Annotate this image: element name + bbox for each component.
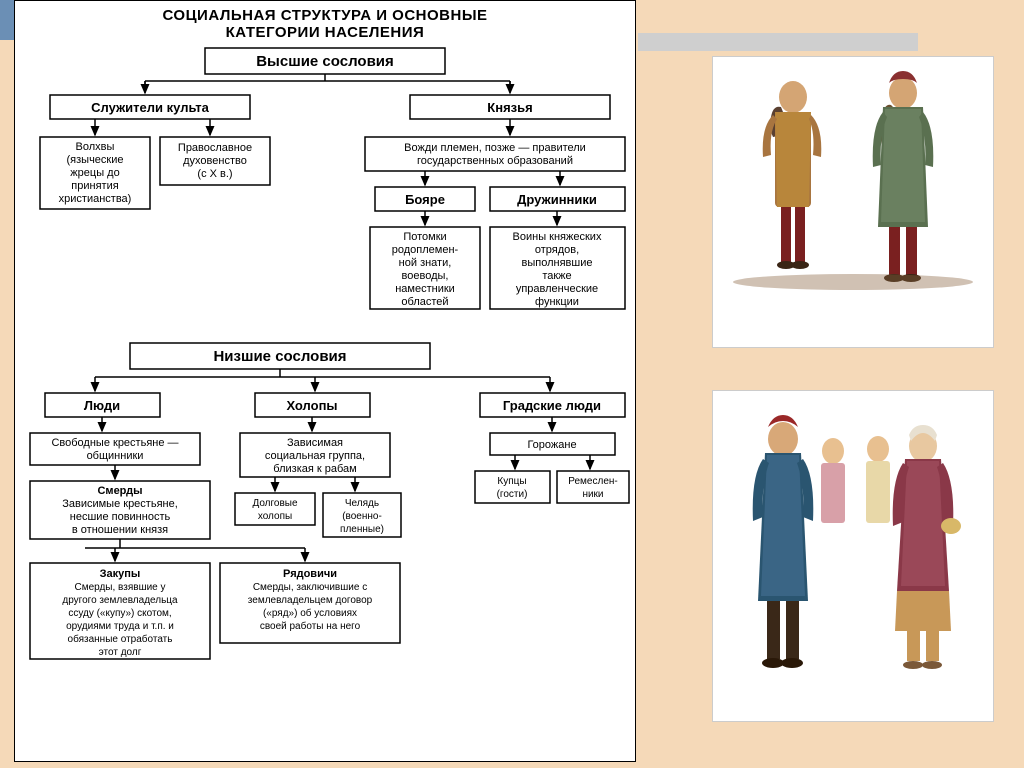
- svg-text:Рядовичи: Рядовичи: [283, 568, 337, 580]
- svg-text:в отношении князя: в отношении князя: [72, 524, 168, 536]
- svg-text:пленные): пленные): [340, 524, 384, 535]
- title-line-1: СОЦИАЛЬНАЯ СТРУКТУРА И ОСНОВНЫЕ: [162, 7, 487, 24]
- node-sluzhiteli: Служители культа: [91, 100, 210, 115]
- svg-text:отрядов,: отрядов,: [535, 244, 579, 256]
- svg-text:близкая к рабам: близкая к рабам: [273, 463, 356, 475]
- shadow-strip: [638, 33, 918, 51]
- svg-text:Зависимая: Зависимая: [287, 437, 343, 449]
- svg-text:холопы: холопы: [258, 511, 292, 522]
- svg-text:государственных образований: государственных образований: [417, 155, 573, 167]
- svg-text:Долговые: Долговые: [252, 498, 298, 509]
- title-line-2: КАТЕГОРИИ НАСЕЛЕНИЯ: [226, 24, 425, 41]
- svg-text:Закупы: Закупы: [100, 568, 141, 580]
- svg-text:землевладельцем договор: землевладельцем договор: [248, 595, 373, 606]
- svg-text:христианства): христианства): [59, 193, 132, 205]
- svg-text:воеводы,: воеводы,: [402, 270, 449, 282]
- svg-text:Дружинники: Дружинники: [517, 192, 597, 207]
- svg-text:обязанные отработать: обязанные отработать: [68, 633, 173, 645]
- svg-text:(языческие: (языческие: [67, 154, 124, 166]
- svg-text:этот долг: этот долг: [99, 647, 142, 658]
- svg-text:Горожане: Горожане: [527, 439, 576, 451]
- svg-text:орудиями труда и т.п. и: орудиями труда и т.п. и: [66, 621, 174, 632]
- svg-text:Потомки: Потомки: [403, 231, 446, 243]
- svg-text:Люди: Люди: [84, 398, 120, 413]
- diagram-title: СОЦИАЛЬНАЯ СТРУКТУРА И ОСНОВНЫЕ КАТЕГОРИ…: [15, 1, 635, 43]
- svg-text:принятия: принятия: [71, 180, 118, 192]
- node-knyazya: Князья: [487, 100, 532, 115]
- svg-text:Ремеслен-: Ремеслен-: [568, 476, 617, 487]
- svg-text:также: также: [542, 270, 571, 282]
- svg-text:Градские люди: Градские люди: [503, 398, 601, 413]
- svg-text:Низшие сословия: Низшие сословия: [213, 348, 346, 365]
- svg-text:функции: функции: [535, 296, 579, 308]
- svg-text:жрецы до: жрецы до: [70, 167, 119, 179]
- svg-text:Холопы: Холопы: [286, 398, 337, 413]
- illustration-nobles: [712, 56, 994, 348]
- svg-text:Купцы: Купцы: [497, 476, 526, 487]
- svg-text:(военно-: (военно-: [342, 511, 382, 522]
- svg-text:Воины княжеских: Воины княжеских: [513, 231, 602, 243]
- svg-text:родоплемен-: родоплемен-: [392, 244, 459, 256]
- svg-text:Смерды: Смерды: [97, 485, 142, 497]
- svg-text:Свободные крестьяне —: Свободные крестьяне —: [51, 437, 178, 449]
- svg-text:несшие повинность: несшие повинность: [70, 511, 171, 523]
- svg-text:ссуду («купу») скотом,: ссуду («купу») скотом,: [68, 608, 171, 619]
- flowchart: Высшие сословия Служители культа Князья …: [15, 43, 635, 763]
- svg-text:Вожди племен, позже — правител: Вожди племен, позже — правители: [404, 142, 586, 154]
- svg-text:(«ряд») об условиях: («ряд») об условиях: [263, 607, 357, 619]
- svg-text:Смерды, заключившие с: Смерды, заключившие с: [253, 582, 367, 593]
- svg-text:Смерды, взявшие у: Смерды, взявшие у: [74, 582, 165, 593]
- svg-text:управленческие: управленческие: [516, 283, 598, 295]
- node-volkhvy-0: Волхвы: [76, 141, 115, 153]
- svg-text:общинники: общинники: [87, 450, 144, 462]
- svg-text:другого землевладельца: другого землевладельца: [62, 595, 178, 606]
- svg-text:социальная группа,: социальная группа,: [265, 450, 365, 462]
- node-top: Высшие сословия: [256, 53, 394, 70]
- svg-text:ной знати,: ной знати,: [399, 257, 452, 269]
- svg-text:Челядь: Челядь: [345, 498, 379, 509]
- svg-text:(с X в.): (с X в.): [197, 168, 232, 180]
- illustration-commoners: [712, 390, 994, 722]
- svg-text:наместники: наместники: [395, 283, 455, 295]
- svg-text:выполнявшие: выполнявшие: [522, 257, 593, 269]
- svg-text:областей: областей: [401, 296, 448, 308]
- svg-text:духовенство: духовенство: [183, 155, 247, 167]
- diagram-panel: СОЦИАЛЬНАЯ СТРУКТУРА И ОСНОВНЫЕ КАТЕГОРИ…: [14, 0, 636, 762]
- svg-text:(гости): (гости): [497, 489, 528, 500]
- svg-text:Зависимые крестьяне,: Зависимые крестьяне,: [62, 498, 178, 510]
- svg-text:своей работы на него: своей работы на него: [260, 620, 361, 632]
- svg-text:ники: ники: [582, 489, 603, 500]
- svg-text:Православное: Православное: [178, 142, 252, 154]
- svg-text:Бояре: Бояре: [405, 192, 445, 207]
